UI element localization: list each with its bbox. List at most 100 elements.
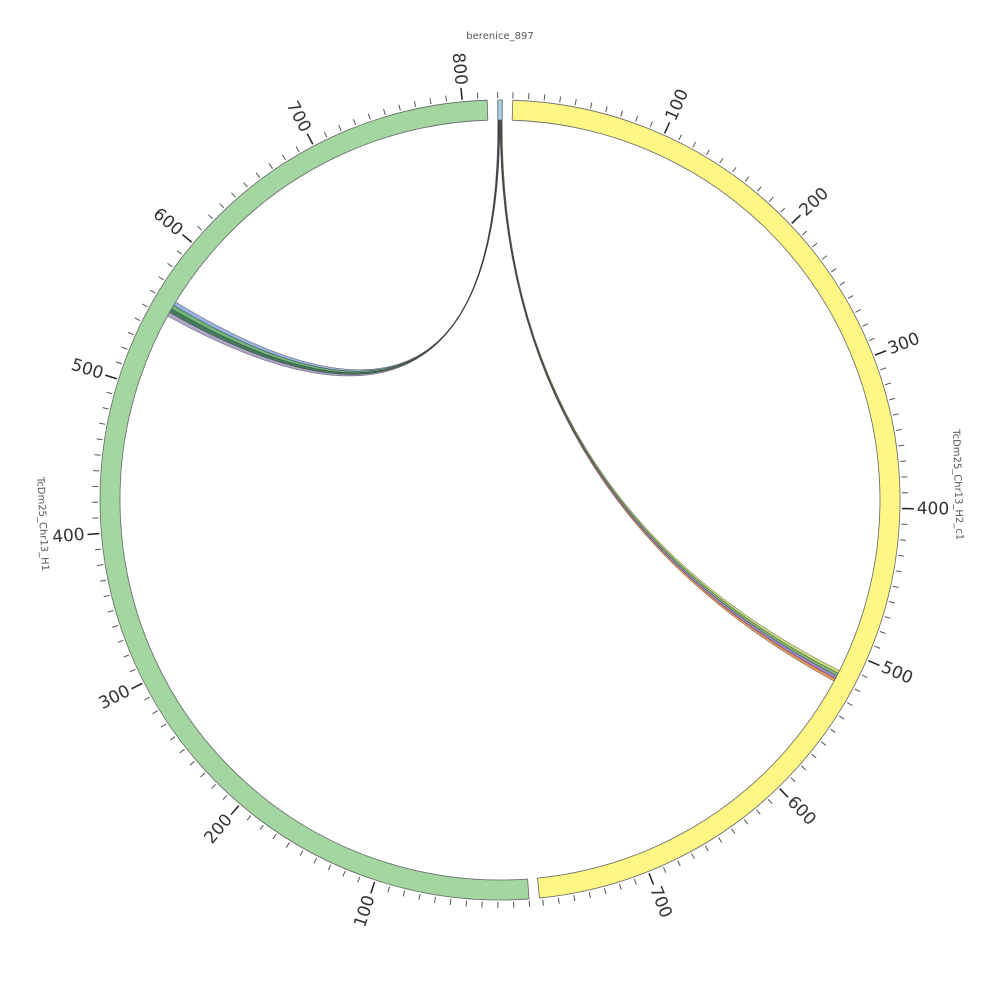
minor-tick <box>692 141 697 148</box>
minor-tick <box>246 815 252 821</box>
major-tick <box>131 682 143 690</box>
minor-tick <box>719 158 724 164</box>
minor-tick <box>169 736 176 741</box>
link-ribbon <box>499 119 836 682</box>
minor-tick <box>449 898 452 906</box>
minor-tick <box>895 570 902 573</box>
minor-tick <box>94 454 101 456</box>
tick-label: 200 <box>201 810 237 848</box>
minor-tick <box>880 367 887 371</box>
minor-tick <box>589 102 593 109</box>
minor-tick <box>413 100 417 108</box>
minor-tick <box>884 382 892 386</box>
minor-tick <box>855 309 862 313</box>
link-ribbon <box>500 119 838 679</box>
minor-tick <box>107 610 114 613</box>
minor-tick <box>574 99 577 106</box>
minor-tick <box>129 668 136 673</box>
major-tick <box>87 532 100 536</box>
minor-tick <box>838 715 845 720</box>
minor-tick <box>879 630 886 634</box>
major-tick <box>874 350 887 356</box>
minor-tick <box>103 594 110 598</box>
tick-label: 700 <box>645 883 676 921</box>
minor-tick <box>99 422 106 425</box>
minor-tick <box>197 225 203 231</box>
link-ribbon <box>500 119 839 677</box>
minor-tick <box>861 674 868 678</box>
minor-tick <box>884 616 891 619</box>
minor-tick <box>839 281 846 286</box>
minor-tick <box>433 896 436 903</box>
tick-label: 600 <box>783 792 820 829</box>
tick-label: 800 <box>448 52 471 86</box>
minor-tick <box>299 850 304 856</box>
major-tick <box>779 788 789 798</box>
tick-label: 300 <box>885 329 922 359</box>
major-tick <box>648 873 655 885</box>
minor-tick <box>768 196 774 202</box>
tick-label: 300 <box>96 681 134 714</box>
segment-name: TcDm25_Chr13_H2_c1 <box>950 428 965 540</box>
minor-tick <box>889 397 896 401</box>
minor-tick <box>780 207 786 213</box>
minor-tick <box>127 331 134 336</box>
minor-tick <box>149 289 156 294</box>
minor-tick <box>543 94 546 101</box>
major-tick <box>105 374 117 380</box>
minor-tick <box>272 833 277 840</box>
minor-tick <box>398 104 401 111</box>
minor-tick <box>704 845 709 852</box>
minor-tick <box>757 186 762 192</box>
minor-tick <box>152 710 158 715</box>
minor-tick <box>649 121 653 128</box>
minor-tick <box>898 554 905 557</box>
minor-tick <box>892 413 899 416</box>
minor-tick <box>677 860 681 867</box>
minor-tick <box>559 96 562 103</box>
minor-tick <box>732 166 737 173</box>
minor-tick <box>812 242 818 248</box>
minor-tick <box>243 182 248 188</box>
minor-tick <box>678 134 682 141</box>
minor-tick <box>323 131 328 138</box>
minor-tick <box>327 864 332 871</box>
tick-label: 700 <box>282 98 315 136</box>
minor-tick <box>731 828 736 834</box>
minor-tick <box>618 883 622 890</box>
minor-tick <box>100 579 107 582</box>
minor-tick <box>342 870 346 877</box>
minor-tick <box>231 192 236 198</box>
minor-tick <box>418 893 421 900</box>
minor-tick <box>255 172 261 178</box>
minor-tick <box>691 853 695 859</box>
minor-tick <box>219 203 225 209</box>
ideogram <box>497 99 503 121</box>
minor-tick <box>167 263 173 268</box>
minor-tick <box>756 809 761 815</box>
minor-tick <box>97 564 104 567</box>
minor-tick <box>207 214 213 220</box>
tick-label: 400 <box>52 525 86 548</box>
minor-tick <box>285 842 290 848</box>
tick-label: 500 <box>69 355 106 384</box>
minor-tick <box>94 548 102 551</box>
minor-tick <box>383 108 386 115</box>
minor-tick <box>429 97 432 105</box>
minor-tick <box>134 317 141 322</box>
minor-tick <box>847 295 854 300</box>
minor-tick <box>830 728 836 733</box>
minor-tick <box>888 600 895 604</box>
minor-tick <box>96 438 103 441</box>
minor-tick <box>387 886 391 893</box>
minor-tick <box>790 777 796 783</box>
minor-tick <box>830 268 837 273</box>
minor-tick <box>117 639 124 643</box>
minor-tick <box>121 346 128 350</box>
minor-tick <box>542 899 544 906</box>
segment-name: TcDm25_Chr13_H1 <box>34 476 50 572</box>
minor-tick <box>862 323 869 327</box>
minor-tick <box>895 428 902 431</box>
minor-tick <box>211 783 217 789</box>
